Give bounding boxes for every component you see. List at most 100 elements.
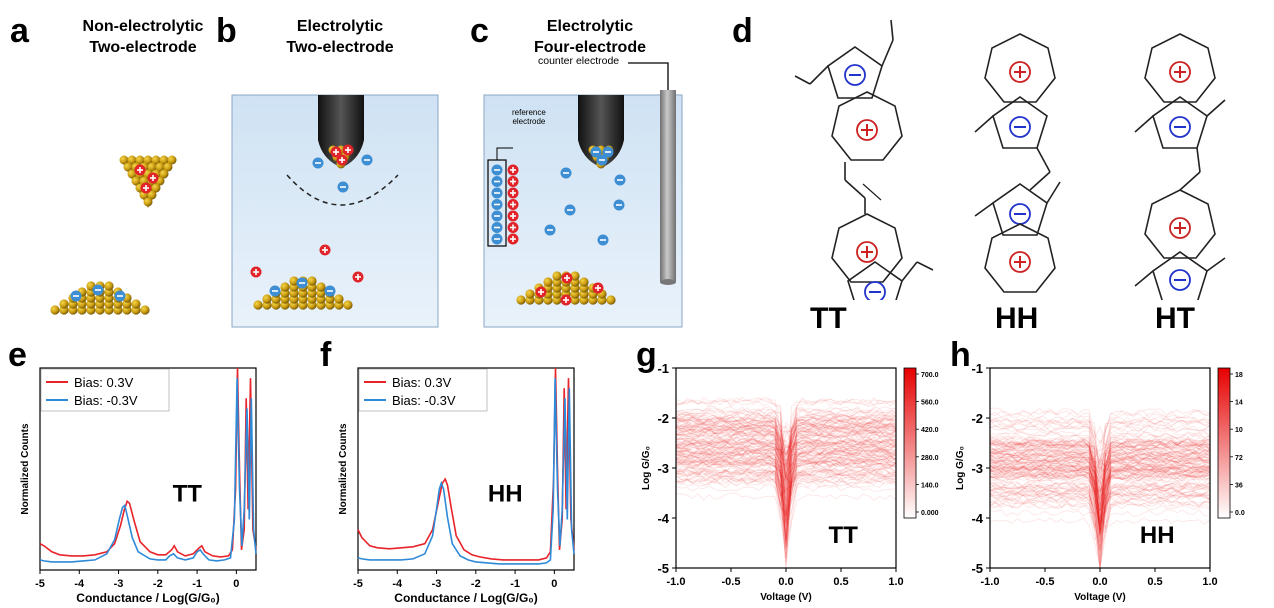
conductance-trace bbox=[989, 451, 1211, 527]
conductance-trace bbox=[989, 464, 1211, 524]
panel-b-title-line2: Two-electrode bbox=[286, 39, 394, 56]
conductance-trace bbox=[989, 455, 1211, 555]
gold-atom bbox=[50, 305, 60, 315]
conductance-trace bbox=[675, 437, 897, 466]
conductance-trace bbox=[675, 432, 897, 521]
conductance-trace bbox=[675, 454, 897, 497]
conductance-trace bbox=[989, 446, 1211, 511]
conductance-trace bbox=[675, 448, 897, 511]
series-line-2 bbox=[357, 378, 575, 565]
conductance-trace bbox=[989, 439, 1211, 468]
gold-atom bbox=[579, 277, 589, 287]
conductance-trace bbox=[989, 419, 1211, 491]
conductance-trace bbox=[675, 430, 897, 469]
conductance-trace bbox=[675, 396, 897, 468]
conductance-trace bbox=[675, 398, 897, 483]
conductance-trace bbox=[675, 460, 897, 526]
conductance-trace bbox=[675, 445, 897, 516]
conductance-trace bbox=[989, 440, 1211, 495]
gold-atom bbox=[334, 294, 344, 304]
gold-atom bbox=[151, 155, 161, 165]
conductance-trace bbox=[989, 407, 1211, 445]
conductance-trace bbox=[675, 448, 897, 525]
conductance-trace bbox=[675, 440, 897, 460]
conductance-trace bbox=[675, 449, 897, 542]
y-tick-label: -4 bbox=[657, 511, 669, 526]
conductance-trace bbox=[675, 417, 897, 500]
conductance-trace bbox=[675, 449, 897, 508]
conductance-trace bbox=[675, 415, 897, 448]
conductance-trace bbox=[675, 458, 897, 504]
y-tick-label: -4 bbox=[971, 511, 983, 526]
x-tick-label: -3 bbox=[432, 578, 442, 590]
conductance-trace bbox=[675, 469, 897, 507]
conductance-trace bbox=[989, 423, 1211, 452]
x-axis-label: Voltage (V) bbox=[760, 592, 811, 603]
colorbar-tick-label: 36 bbox=[1235, 482, 1243, 489]
conductance-trace bbox=[675, 406, 897, 458]
conductance-trace bbox=[989, 442, 1211, 499]
molecule-label-hh: HH bbox=[995, 302, 1039, 335]
conductance-trace bbox=[675, 476, 897, 524]
chart-annotation: TT bbox=[173, 480, 203, 507]
conductance-trace bbox=[989, 459, 1211, 498]
x-tick-label: 0.0 bbox=[778, 576, 793, 588]
conductance-trace bbox=[675, 443, 897, 545]
chart-annotation: HH bbox=[488, 480, 523, 507]
chart-f: -5 -4 -3 -2 -1 0 Conductance / Log(G/G₀) Normal… bbox=[338, 367, 575, 605]
conductance-trace bbox=[989, 416, 1211, 480]
conductance-trace bbox=[675, 443, 897, 528]
conductance-trace bbox=[989, 452, 1211, 506]
conductance-trace bbox=[989, 439, 1211, 507]
y-tick-label: -5 bbox=[971, 561, 983, 576]
gold-atom bbox=[516, 295, 526, 305]
conductance-trace bbox=[675, 433, 897, 481]
conductance-trace bbox=[675, 455, 897, 515]
conductance-trace bbox=[989, 410, 1211, 466]
conductance-trace bbox=[675, 447, 897, 500]
conductance-trace bbox=[989, 485, 1211, 552]
conductance-trace bbox=[675, 467, 897, 494]
conductance-trace bbox=[989, 493, 1211, 528]
gold-atom bbox=[143, 197, 153, 207]
conductance-trace bbox=[989, 425, 1211, 474]
plot-background bbox=[676, 368, 896, 568]
panel-letter-d: d bbox=[732, 12, 753, 50]
panel-letter-b: b bbox=[216, 12, 237, 50]
conductance-trace bbox=[675, 456, 897, 484]
conductance-trace bbox=[989, 495, 1211, 534]
colorbar-tick-label: 18 bbox=[1235, 372, 1243, 379]
conductance-trace bbox=[989, 481, 1211, 517]
conductance-trace bbox=[989, 464, 1211, 527]
conductance-trace bbox=[989, 462, 1211, 490]
x-tick-label: 0.5 bbox=[1147, 576, 1162, 588]
conductance-trace bbox=[675, 455, 897, 521]
gold-atom bbox=[59, 299, 69, 309]
colorbar-tick-label: 280.0 bbox=[921, 455, 939, 462]
conductance-trace bbox=[675, 409, 897, 502]
conductance-trace bbox=[675, 446, 897, 550]
conductance-trace bbox=[675, 398, 897, 435]
x-tick-label: -0.5 bbox=[722, 576, 741, 588]
conductance-trace bbox=[675, 422, 897, 449]
conductance-trace bbox=[989, 439, 1211, 507]
conductance-trace bbox=[989, 449, 1211, 485]
conductance-trace bbox=[675, 439, 897, 454]
conductance-trace bbox=[989, 451, 1211, 495]
x-tick-label: 1.0 bbox=[888, 576, 903, 588]
conductance-trace bbox=[989, 439, 1211, 543]
conductance-trace bbox=[675, 469, 897, 538]
conductance-trace bbox=[675, 448, 897, 541]
conductance-trace bbox=[989, 452, 1211, 492]
chart-annotation: TT bbox=[829, 522, 859, 549]
x-tick-label: 0.5 bbox=[833, 576, 848, 588]
conductance-trace bbox=[989, 436, 1211, 480]
legend-label: Bias: 0.3V bbox=[392, 375, 452, 390]
chart-h: -1.0 -0.5 0.0 0.5 1.0 -5 -4 -3 -2 -1 Voltage (V) Lo… bbox=[955, 361, 1245, 603]
gold-atom bbox=[151, 183, 161, 193]
conductance-trace bbox=[989, 451, 1211, 523]
conductance-trace bbox=[675, 430, 897, 486]
conductance-trace bbox=[989, 448, 1211, 501]
chart-e: -5 -4 -3 -2 -1 0 Conductance / Log(G/G₀) Normal… bbox=[20, 367, 257, 605]
conductance-trace bbox=[675, 422, 897, 467]
